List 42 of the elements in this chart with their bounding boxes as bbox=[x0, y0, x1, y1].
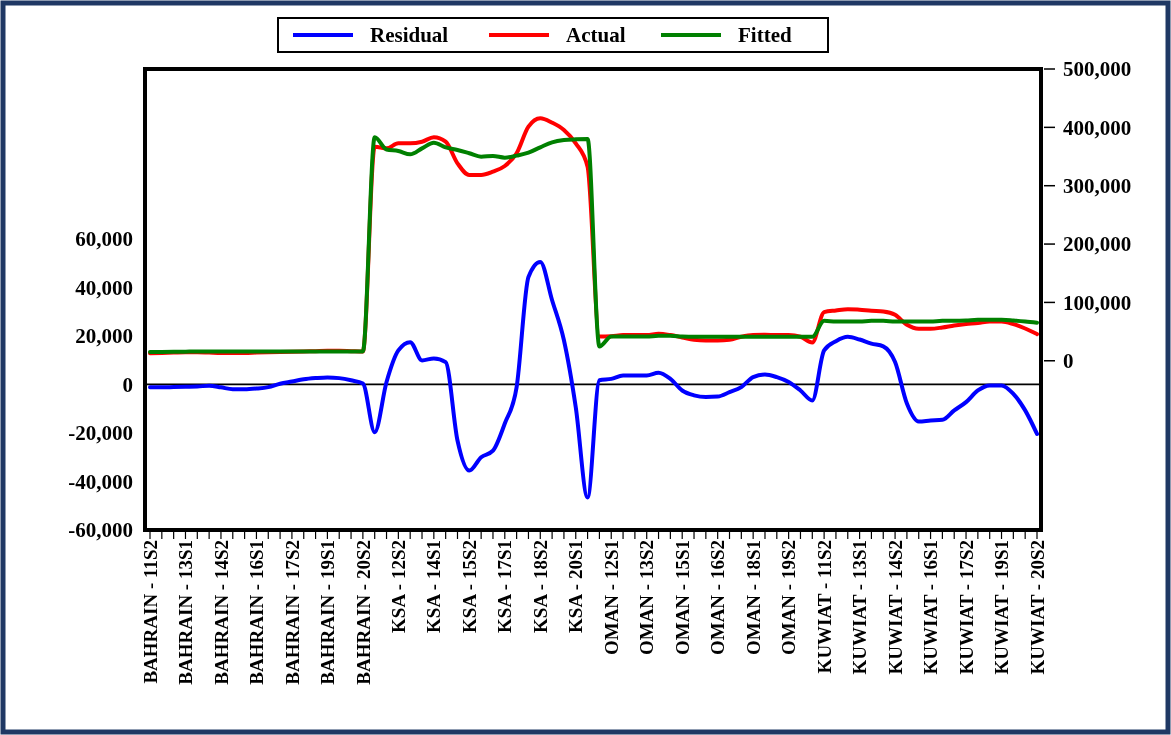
y2-tick-label: 400,000 bbox=[1063, 115, 1132, 140]
legend-label: Actual bbox=[566, 23, 626, 48]
x-tick-label: OMAN - 13S2 bbox=[636, 540, 658, 656]
y-tick-label: 20,000 bbox=[75, 324, 133, 349]
y-tick-label: -60,000 bbox=[68, 518, 133, 543]
x-tick-label: KUWIAT - 13S1 bbox=[849, 540, 871, 675]
y-tick-label: -20,000 bbox=[68, 421, 133, 446]
x-tick-label: BAHRAIN - 20S2 bbox=[352, 540, 374, 685]
x-tick-label: KSA - 14S1 bbox=[423, 540, 445, 633]
x-tick-label: BAHRAIN - 13S1 bbox=[175, 540, 197, 685]
y2-tick-label: 0 bbox=[1063, 349, 1074, 374]
y2-tick-label: 200,000 bbox=[1063, 232, 1132, 257]
x-tick-label: BAHRAIN - 19S1 bbox=[317, 540, 339, 685]
x-tick-label: BAHRAIN - 11S2 bbox=[139, 540, 161, 684]
y2-tick-label: 500,000 bbox=[1063, 57, 1132, 82]
legend-label: Fitted bbox=[738, 23, 792, 48]
y-tick-label: 0 bbox=[122, 372, 133, 397]
x-tick-label: BAHRAIN - 14S2 bbox=[210, 540, 232, 685]
x-tick-label: OMAN - 19S2 bbox=[778, 540, 800, 656]
x-tick-label: KUWIAT - 20S2 bbox=[1026, 540, 1048, 675]
x-tick-label: OMAN - 16S2 bbox=[707, 540, 729, 656]
x-tick-label: BAHRAIN - 17S2 bbox=[281, 540, 303, 685]
y2-tick-label: 100,000 bbox=[1063, 290, 1132, 315]
legend-label: Residual bbox=[370, 23, 449, 48]
x-tick-label: KSA - 20S1 bbox=[565, 540, 587, 633]
x-tick-label: KUWIAT - 14S2 bbox=[884, 540, 906, 675]
x-tick-label: KUWIAT - 17S2 bbox=[955, 540, 977, 675]
x-tick-label: OMAN - 15S1 bbox=[671, 540, 693, 656]
x-tick-label: OMAN - 18S1 bbox=[742, 540, 764, 656]
y-tick-label: 60,000 bbox=[75, 227, 133, 252]
x-tick-label: KUWIAT - 11S2 bbox=[813, 540, 835, 674]
y-tick-label: -40,000 bbox=[68, 469, 133, 494]
x-tick-label: KSA - 17S1 bbox=[494, 540, 516, 633]
x-tick-label: KSA - 18S2 bbox=[529, 540, 551, 633]
x-tick-label: KUWIAT - 19S1 bbox=[991, 540, 1013, 675]
x-tick-label: KSA - 12S2 bbox=[388, 540, 410, 633]
y-tick-label: 40,000 bbox=[75, 275, 133, 300]
y2-tick-label: 300,000 bbox=[1063, 174, 1132, 199]
x-tick-label: KSA - 15S2 bbox=[458, 540, 480, 633]
x-tick-label: OMAN - 12S1 bbox=[600, 540, 622, 656]
x-tick-label: KUWIAT - 16S1 bbox=[920, 540, 942, 675]
x-tick-label: BAHRAIN - 16S1 bbox=[246, 540, 268, 685]
